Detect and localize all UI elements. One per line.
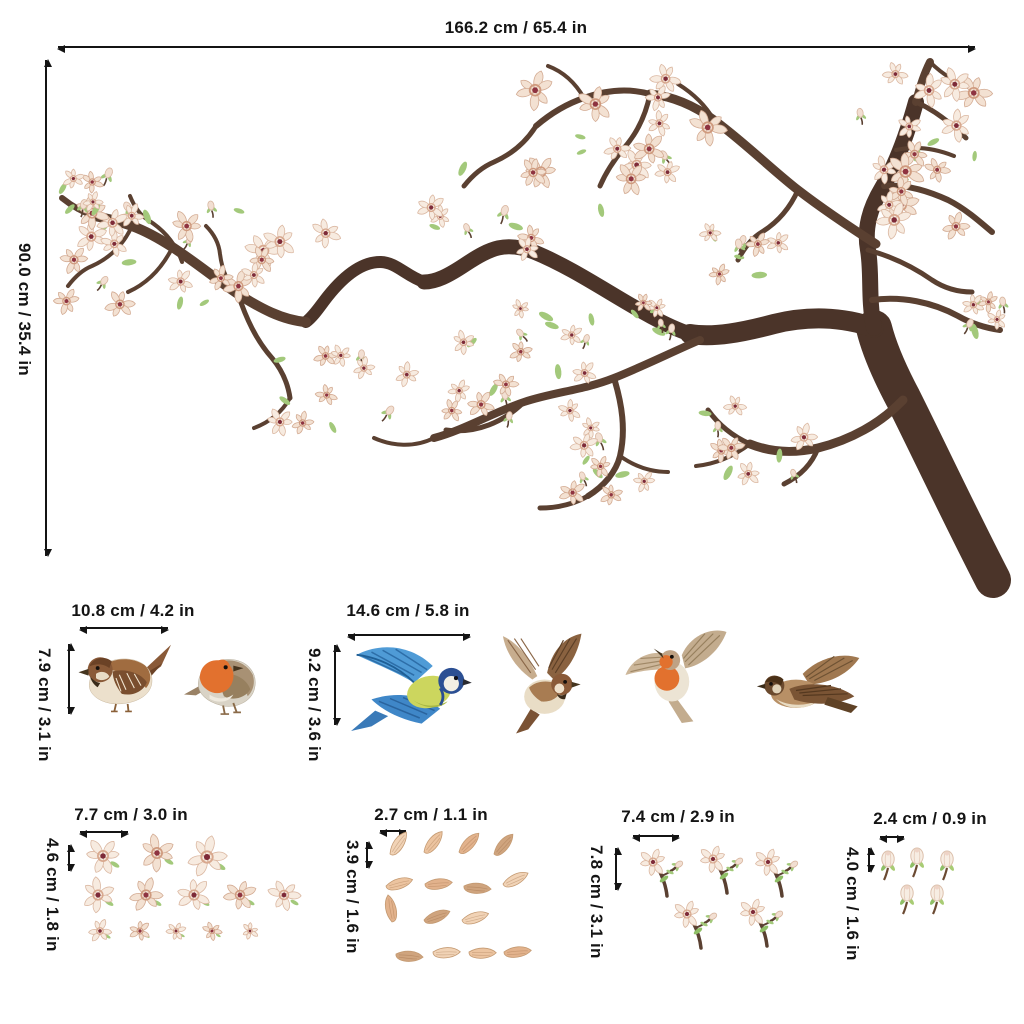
bird-group-b-width-arrow (347, 633, 471, 642)
blossom-branch-illustration (52, 58, 1011, 598)
buds-width-arrow (879, 835, 905, 844)
flowers-width-arrow (79, 830, 129, 839)
buds-height-arrow (867, 847, 876, 873)
sprigs-height-label: 7.8 cm / 3.1 in (587, 845, 606, 959)
petals-height-label: 3.9 cm / 1.6 in (343, 840, 362, 954)
flowers-height-arrow (67, 844, 76, 872)
bird-group-b-height-arrow (333, 644, 342, 726)
petals-width-label: 2.7 cm / 1.1 in (374, 805, 488, 824)
perched-robin-sticker (184, 659, 256, 715)
bird-group-a-width-label: 10.8 cm / 4.2 in (71, 601, 195, 620)
flying-sparrow-sticker (502, 633, 582, 734)
perched-sparrow-sticker (78, 644, 171, 713)
bird-group-a-height-arrow (67, 643, 76, 715)
petals-height-arrow (365, 841, 374, 869)
sprigs-width-arrow (632, 834, 680, 843)
flying-blue-tit-sticker (351, 647, 472, 731)
bird-group-b-height-label: 9.2 cm / 3.6 in (305, 648, 324, 762)
flowers-height-label: 4.6 cm / 1.8 in (43, 838, 62, 952)
sprigs-width-label: 7.4 cm / 2.9 in (621, 807, 735, 826)
bird-group-a-width-arrow (79, 626, 169, 635)
main-width-label: 166.2 cm / 65.4 in (444, 18, 588, 37)
buds-width-label: 2.4 cm / 0.9 in (873, 809, 987, 828)
main-height-arrow (44, 59, 53, 557)
petals-width-arrow (379, 829, 407, 838)
flying-robin-sticker (625, 630, 727, 724)
buds-height-label: 4.0 cm / 1.6 in (843, 847, 862, 961)
bird-group-b-width-label: 14.6 cm / 5.8 in (346, 601, 470, 620)
main-height-label: 90.0 cm / 35.4 in (15, 243, 34, 376)
sprig-sticker-sheet (639, 845, 799, 950)
flower-sticker-sheet (84, 833, 302, 942)
bud-sticker-sheet (880, 847, 955, 915)
bird-group-a-height-label: 7.9 cm / 3.1 in (35, 648, 54, 762)
petal-sticker-sheet (384, 831, 532, 962)
gliding-sparrow-sticker (756, 655, 860, 713)
flowers-width-label: 7.7 cm / 3.0 in (74, 805, 188, 824)
sprigs-height-arrow (614, 847, 623, 891)
main-width-arrow (57, 45, 976, 54)
